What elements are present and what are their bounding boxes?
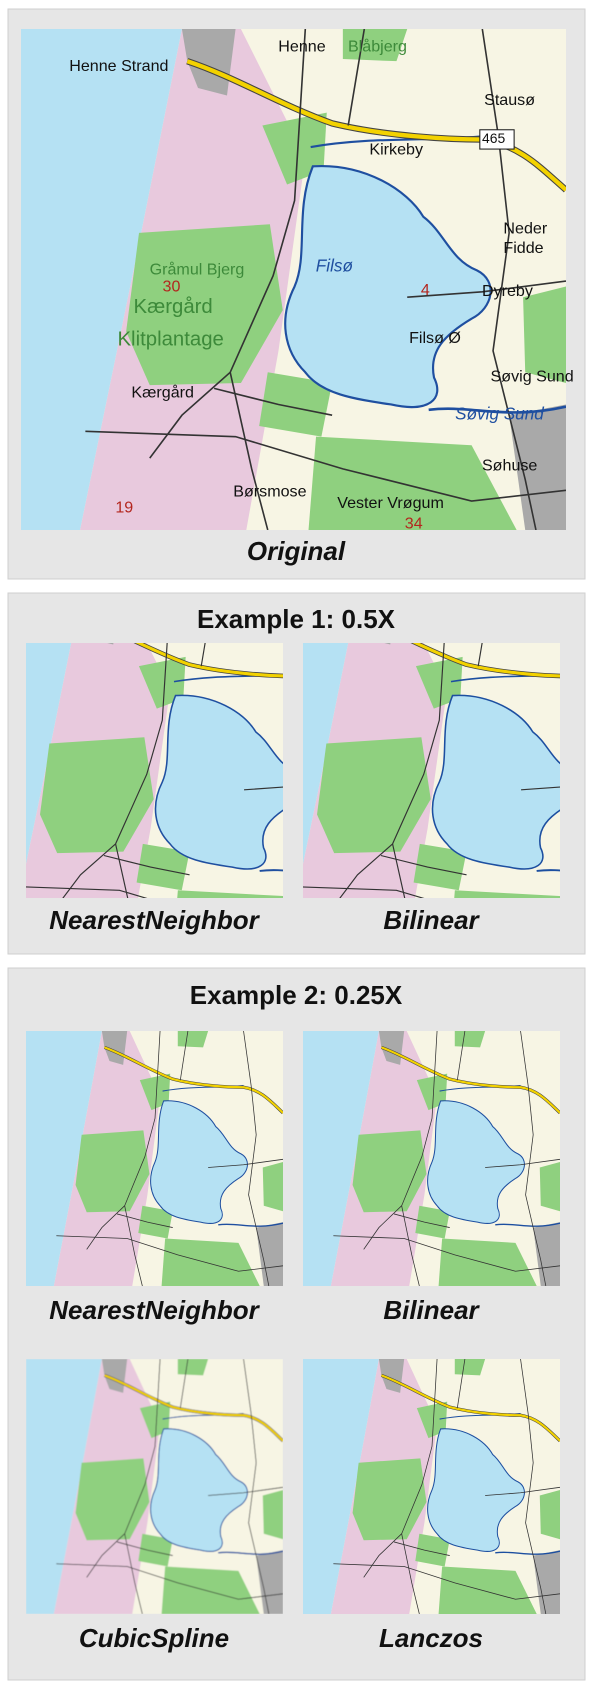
map-label: 465 [482, 130, 505, 146]
map-label: Søvig Sund [455, 403, 544, 423]
map-label: Blåbjerg [348, 37, 407, 55]
original-panel: Henne Strand Henne Blåbjerg Stausø Kirkeby 46… [7, 8, 586, 580]
map-label: Gråmul Bjerg [150, 260, 245, 278]
map-label: Dyreby [482, 282, 533, 300]
cubic-map [26, 1359, 283, 1614]
route-box [479, 129, 515, 150]
map-label: 34 [405, 515, 423, 533]
map-labels: Henne Strand Henne Blåbjerg Stausø Kirkeby 46… [69, 37, 573, 532]
caption: NearestNeighbor [49, 905, 260, 935]
map-label: Kærgård [134, 296, 213, 318]
bilinear-map [303, 1031, 560, 1286]
map-label: Filsø Ø [409, 329, 461, 347]
map-label: Børsmose [233, 482, 306, 500]
map-label: Kærgård [131, 384, 194, 402]
caption: Original [247, 536, 346, 566]
map-label: 4 [421, 281, 430, 299]
example-title: Example 1: 0.5X [197, 604, 396, 634]
map-label: Søvig Sund [491, 368, 574, 386]
example-title: Example 2: 0.25X [190, 980, 403, 1010]
map-label: 30 [163, 278, 181, 296]
map-label: Kirkeby [369, 140, 423, 158]
caption: Bilinear [383, 1295, 480, 1325]
map-label: Henne Strand [69, 57, 168, 75]
example-2-panel: Example 2: 0.25X NearestNeighbor Bilinea… [7, 967, 586, 1681]
map-label: Fidde [503, 239, 543, 257]
lanczos-map [303, 1359, 560, 1614]
caption: Bilinear [383, 905, 480, 935]
map-label: Neder [503, 220, 547, 238]
map-label: 19 [115, 498, 133, 516]
caption: Lanczos [379, 1623, 483, 1653]
map-label: Vester Vrøgum [337, 494, 444, 512]
caption: CubicSpline [79, 1623, 229, 1653]
map-label: Klitplantage [117, 328, 223, 350]
example-1-panel: Example 1: 0.5X NearestNeighbor Bilinear [7, 592, 586, 955]
map-label: Henne [278, 37, 325, 55]
caption: NearestNeighbor [49, 1295, 260, 1325]
nearest-map [26, 1031, 283, 1286]
map-label: Stausø [484, 91, 535, 109]
map-label: Filsø [316, 256, 354, 276]
map-label: Søhuse [482, 457, 537, 475]
